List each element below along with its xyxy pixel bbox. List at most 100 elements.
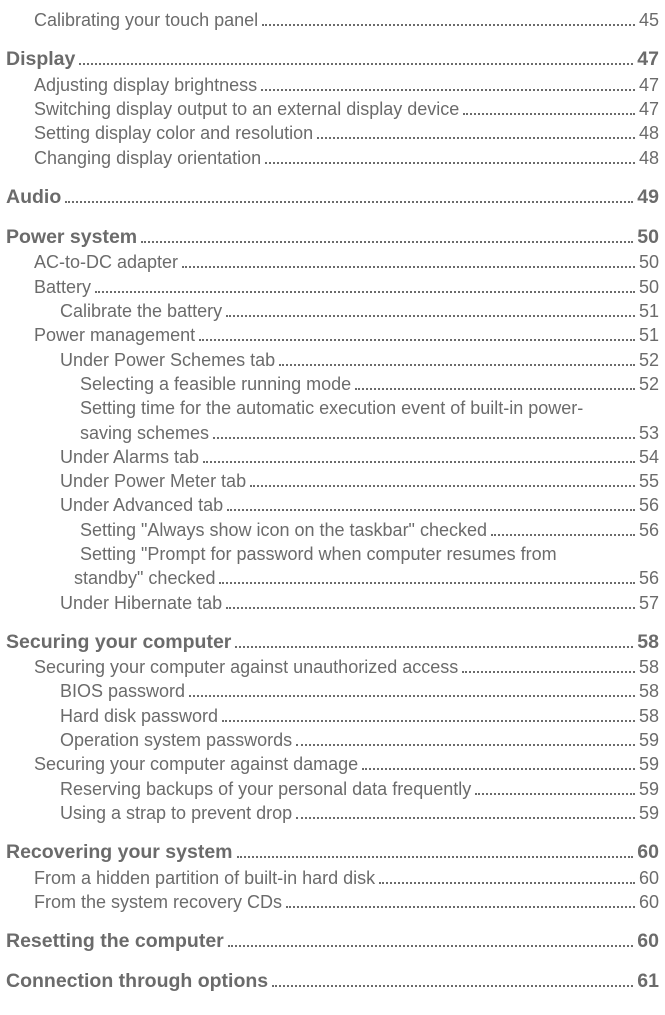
toc-page-number: 57 <box>639 591 659 615</box>
toc-label: Resetting the computer <box>6 928 224 954</box>
toc-entry: Audio49 <box>6 184 659 210</box>
toc-entry: Reserving backups of your personal data … <box>6 777 659 801</box>
toc-leader-dots <box>222 707 635 722</box>
toc-page-number: 47 <box>639 73 659 97</box>
toc-label: Setting time for the automatic execution… <box>80 396 583 420</box>
toc-page-number: 59 <box>639 728 659 752</box>
toc-label: Calibrate the battery <box>60 299 222 323</box>
toc-label: Switching display output to an external … <box>34 97 459 121</box>
toc-entry: BIOS password58 <box>6 679 659 703</box>
toc-page-number: 50 <box>639 275 659 299</box>
toc-page-number: 47 <box>637 46 659 72</box>
toc-entry: Operation system passwords 59 <box>6 728 659 752</box>
toc-page-number: 45 <box>639 8 659 32</box>
toc-label: saving schemes <box>80 421 209 445</box>
toc-entry: Securing your computer 58 <box>6 629 659 655</box>
toc-label: Audio <box>6 184 61 210</box>
toc-entry: Securing your computer against damage59 <box>6 752 659 776</box>
toc-leader-dots <box>379 869 635 884</box>
toc-leader-dots <box>226 594 635 609</box>
toc-leader-dots <box>227 497 635 512</box>
toc-leader-dots <box>355 375 635 390</box>
toc-leader-dots <box>272 972 633 988</box>
toc-label: AC-to-DC adapter <box>34 250 178 274</box>
toc-leader-dots <box>65 187 633 203</box>
toc-entry: Under Hibernate tab57 <box>6 591 659 615</box>
toc-page-number: 58 <box>637 629 659 655</box>
toc-page-number: 54 <box>639 445 659 469</box>
toc-entry: Recovering your system 60 <box>6 839 659 865</box>
toc-entry: Power management51 <box>6 323 659 347</box>
toc-label: Recovering your system <box>6 839 233 865</box>
toc-page-number: 48 <box>639 121 659 145</box>
toc-entry: Battery50 <box>6 275 659 299</box>
toc-entry: Hard disk password 58 <box>6 704 659 728</box>
toc-leader-dots <box>189 683 635 698</box>
toc-page-number: 56 <box>639 493 659 517</box>
toc-leader-dots <box>296 804 635 819</box>
toc-leader-dots <box>226 302 635 317</box>
toc-leader-dots <box>203 448 635 463</box>
toc-leader-dots <box>475 780 635 795</box>
toc-label: Securing your computer <box>6 629 231 655</box>
toc-page-number: 58 <box>639 704 659 728</box>
toc-page-number: 47 <box>639 97 659 121</box>
toc-page-number: 60 <box>639 890 659 914</box>
toc-label: Setting "Prompt for password when comput… <box>80 542 557 566</box>
toc-page-number: 51 <box>639 299 659 323</box>
toc-page-number: 59 <box>639 777 659 801</box>
toc-leader-dots <box>286 893 635 908</box>
toc-label: From the system recovery CDs <box>34 890 282 914</box>
toc-page-number: 58 <box>639 655 659 679</box>
toc-page-number: 55 <box>639 469 659 493</box>
toc-label: Calibrating your touch panel <box>34 8 258 32</box>
toc-leader-dots <box>362 756 635 771</box>
toc-label: Setting display color and resolution <box>34 121 313 145</box>
toc-page-number: 60 <box>637 839 659 865</box>
toc-leader-dots <box>182 254 635 269</box>
toc-label: From a hidden partition of built-in hard… <box>34 866 375 890</box>
table-of-contents: Calibrating your touch panel45Display47A… <box>6 8 659 995</box>
toc-entry: Under Power Meter tab 55 <box>6 469 659 493</box>
toc-leader-dots <box>279 351 635 366</box>
toc-leader-dots <box>250 473 635 488</box>
toc-entry: Setting "Prompt for password when comput… <box>6 542 659 566</box>
toc-page-number: 52 <box>639 348 659 372</box>
toc-leader-dots <box>261 76 635 91</box>
toc-label: Securing your computer against unauthori… <box>34 655 458 679</box>
toc-label: Under Advanced tab <box>60 493 223 517</box>
toc-page-number: 59 <box>639 752 659 776</box>
toc-label: Setting "Always show icon on the taskbar… <box>80 518 487 542</box>
toc-leader-dots <box>296 731 635 746</box>
toc-entry: Switching display output to an external … <box>6 97 659 121</box>
toc-entry: Setting display color and resolution 48 <box>6 121 659 145</box>
toc-label: Under Alarms tab <box>60 445 199 469</box>
toc-label: Under Power Meter tab <box>60 469 246 493</box>
toc-entry: Changing display orientation48 <box>6 146 659 170</box>
toc-entry: Under Power Schemes tab52 <box>6 348 659 372</box>
toc-leader-dots <box>237 843 634 859</box>
toc-entry: saving schemes 53 <box>6 421 659 445</box>
toc-label: Power management <box>34 323 195 347</box>
toc-entry: Under Alarms tab 54 <box>6 445 659 469</box>
toc-entry: Adjusting display brightness47 <box>6 73 659 97</box>
toc-entry: From a hidden partition of built-in hard… <box>6 866 659 890</box>
toc-label: Hard disk password <box>60 704 218 728</box>
toc-leader-dots <box>317 125 635 140</box>
toc-entry: Display 47 <box>6 46 659 72</box>
toc-entry: AC-to-DC adapter50 <box>6 250 659 274</box>
toc-leader-dots <box>141 227 633 243</box>
toc-leader-dots <box>462 659 635 674</box>
toc-leader-dots <box>219 570 634 585</box>
toc-page-number: 53 <box>639 421 659 445</box>
toc-leader-dots <box>199 327 635 342</box>
toc-page-number: 60 <box>639 866 659 890</box>
toc-label: Using a strap to prevent drop <box>60 801 292 825</box>
toc-leader-dots <box>265 149 635 164</box>
toc-page-number: 50 <box>637 224 659 250</box>
toc-page-number: 56 <box>639 566 659 590</box>
toc-leader-dots <box>491 521 635 536</box>
toc-label: Operation system passwords <box>60 728 292 752</box>
toc-label: Power system <box>6 224 137 250</box>
toc-label: Display <box>6 46 75 72</box>
